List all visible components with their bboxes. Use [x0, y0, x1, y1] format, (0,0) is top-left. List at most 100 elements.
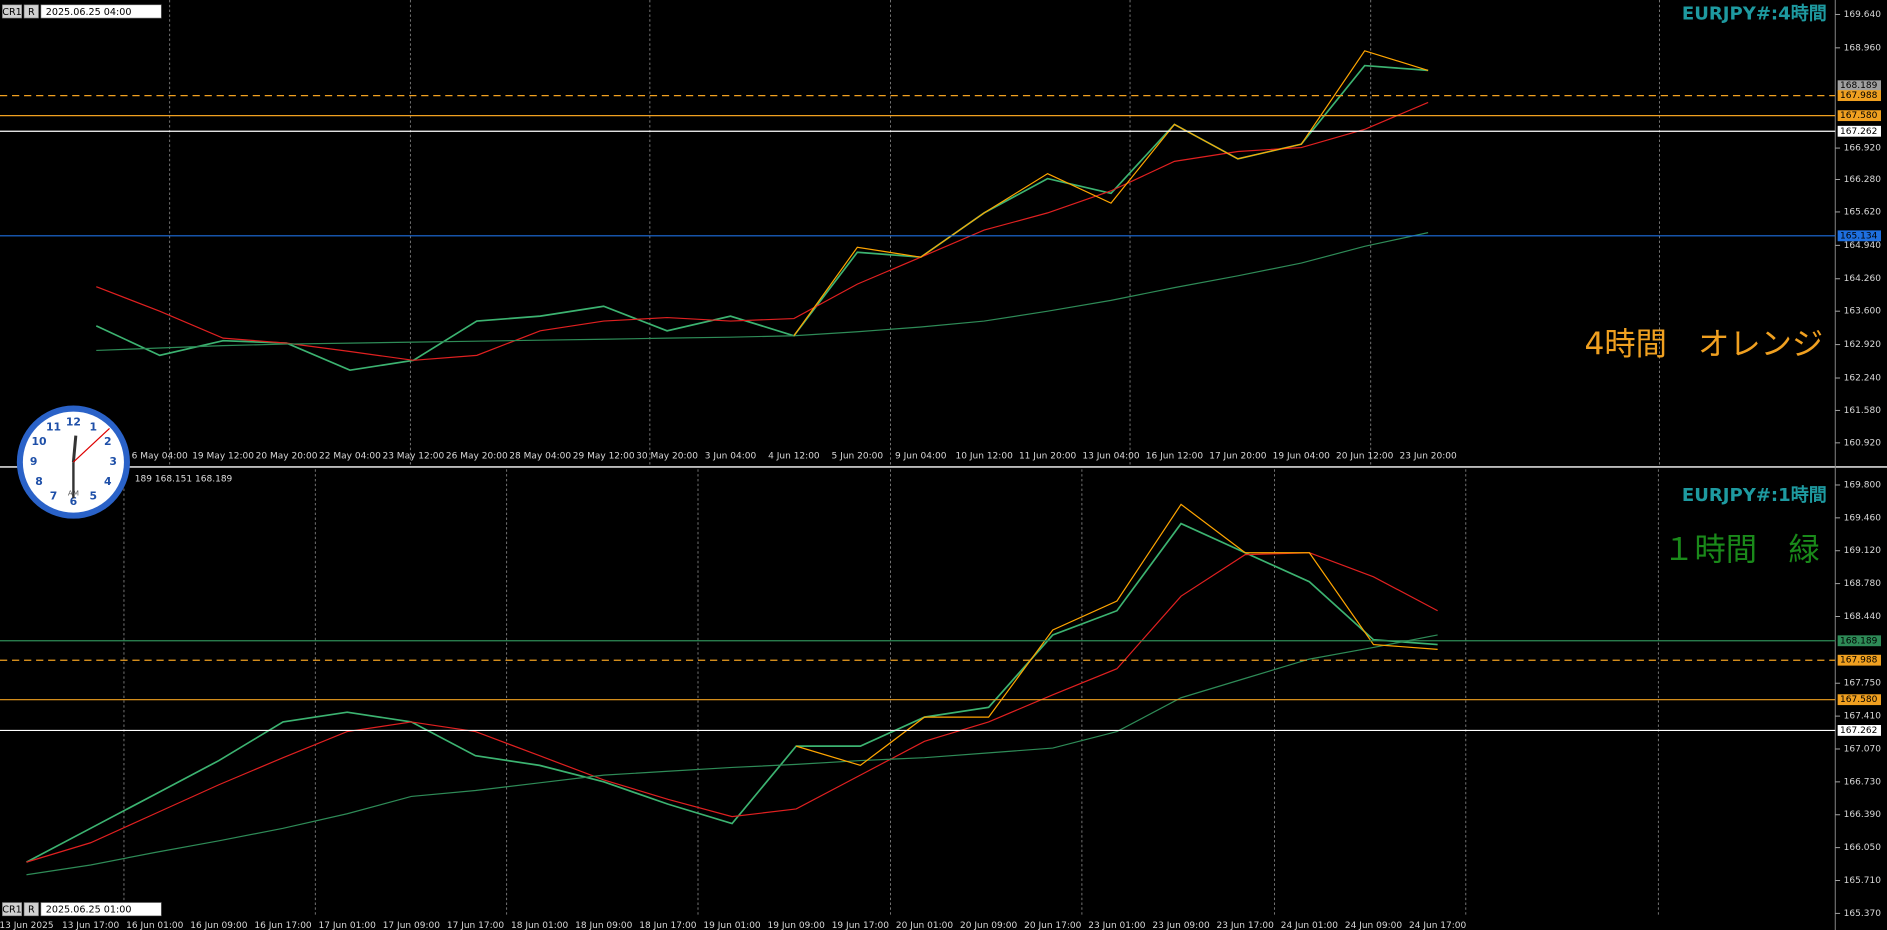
level-label: 167.580	[1840, 695, 1878, 705]
y-tick-label: 164.940	[1844, 241, 1882, 251]
level-label: 168.189	[1840, 636, 1878, 646]
x-tick-label: 17 Jun 17:00	[447, 921, 505, 930]
x-tick-label: 19 May 12:00	[192, 452, 254, 462]
x-tick-label: 20 Jun 01:00	[896, 921, 954, 930]
y-tick-label: 165.710	[1844, 876, 1882, 886]
clock-numeral: 11	[46, 421, 61, 434]
clock-numeral: 2	[104, 435, 112, 448]
x-tick-label: 18 Jun 01:00	[511, 921, 569, 930]
toolbar-text: 2025.06.25 01:00	[46, 905, 132, 916]
y-tick-label: 168.780	[1844, 579, 1882, 589]
chart-title: EURJPY#:1時間	[1682, 485, 1827, 506]
series-line	[796, 503, 1438, 767]
y-tick-label: 163.600	[1844, 307, 1882, 317]
x-tick-label: 23 Jun 09:00	[1152, 921, 1210, 930]
x-tick-label: 24 Jun 09:00	[1345, 921, 1403, 930]
x-tick-label: 17 Jun 01:00	[319, 921, 377, 930]
toolbar-box	[40, 4, 162, 19]
y-tick-label: 168.440	[1844, 612, 1882, 622]
toolbar-box	[2, 902, 22, 917]
y-tick-label: 167.410	[1844, 712, 1882, 722]
clock-numeral: 12	[66, 415, 81, 428]
y-tick-label: 166.280	[1844, 175, 1882, 185]
y-tick-label: 169.800	[1844, 480, 1882, 490]
x-tick-label: 4 Jun 12:00	[768, 452, 820, 462]
toolbar-text: R	[28, 7, 35, 18]
x-tick-label: 13 Jun 17:00	[62, 921, 120, 930]
x-tick-label: 20 May 20:00	[256, 452, 318, 462]
level-label-bg	[1837, 725, 1881, 736]
clock-numeral: 10	[31, 435, 47, 448]
x-tick-label: 22 May 04:00	[319, 452, 381, 462]
x-tick-label: 16 Jun 17:00	[254, 921, 312, 930]
level-label-bg	[1837, 654, 1881, 666]
level-label: 168.189	[1840, 81, 1878, 91]
x-tick-label: 20 Jun 12:00	[1336, 452, 1394, 462]
y-tick-label: 168.960	[1844, 43, 1882, 53]
x-tick-label: 5 Jun 20:00	[832, 452, 884, 462]
x-tick-label: 19 Jun 09:00	[768, 921, 826, 930]
clock-numeral: 8	[35, 475, 43, 488]
y-tick-label: 165.370	[1844, 909, 1882, 919]
y-tick-label: 167.070	[1844, 744, 1882, 754]
x-tick-label: 20 Jun 17:00	[1024, 921, 1082, 930]
clock-hand-second	[72, 427, 110, 463]
toolbar-text: CR1	[2, 905, 22, 916]
level-label: 167.988	[1840, 91, 1878, 101]
y-tick-label: 166.050	[1844, 843, 1882, 853]
x-tick-label: 18 Jun 09:00	[575, 921, 633, 930]
x-tick-label: 6 May 04:00	[132, 452, 188, 462]
level-label: 167.580	[1840, 111, 1878, 121]
series-line	[26, 634, 1438, 876]
level-label-bg	[1837, 635, 1881, 647]
x-tick-label: 29 May 12:00	[573, 452, 635, 462]
y-tick-label: 169.640	[1844, 10, 1882, 20]
clock-numeral: 7	[50, 490, 58, 503]
x-tick-label: 28 May 04:00	[509, 452, 571, 462]
x-tick-label: 23 Jun 01:00	[1088, 921, 1146, 930]
x-tick-label: 13 Jun 2025	[0, 921, 54, 930]
x-tick-label: 16 Jun 09:00	[190, 921, 248, 930]
level-label: 167.262	[1840, 726, 1877, 736]
level-label-bg	[1837, 110, 1881, 122]
x-tick-label: 19 Jun 01:00	[703, 921, 761, 930]
level-label: 167.988	[1840, 656, 1878, 666]
clock-numeral: 3	[109, 455, 117, 468]
annotation: １時間 緑	[1663, 532, 1819, 568]
y-tick-label: 162.240	[1844, 374, 1882, 384]
x-tick-label: 23 Jun 20:00	[1399, 452, 1457, 462]
clock-numeral: 1	[89, 421, 97, 434]
toolbar-box	[23, 4, 39, 19]
x-tick-label: 16 Jun 12:00	[1146, 452, 1204, 462]
x-tick-label: 17 Jun 20:00	[1209, 452, 1267, 462]
y-tick-label: 167.750	[1844, 679, 1882, 689]
level-label-bg	[1837, 80, 1881, 92]
x-tick-label: 19 Jun 17:00	[832, 921, 890, 930]
y-tick-label: 169.120	[1844, 546, 1882, 556]
clock-hand-hour	[71, 435, 78, 463]
toolbar-box	[40, 902, 162, 917]
toolbar-box	[2, 4, 22, 19]
level-label: 167.262	[1840, 127, 1877, 137]
x-tick-label: 20 Jun 09:00	[960, 921, 1018, 930]
y-tick-label: 169.460	[1844, 513, 1882, 523]
x-tick-label: 23 Jun 17:00	[1217, 921, 1275, 930]
y-tick-label: 161.580	[1844, 406, 1882, 416]
y-tick-label: 160.920	[1844, 438, 1882, 448]
y-tick-label: 166.390	[1844, 810, 1882, 820]
toolbar-text: CR1	[2, 7, 22, 18]
x-tick-label: 23 May 12:00	[382, 452, 444, 462]
x-tick-label: 30 May 20:00	[636, 452, 698, 462]
x-tick-label: 18 Jun 17:00	[639, 921, 697, 930]
x-tick-label: 9 Jun 04:00	[895, 452, 947, 462]
clock-numeral: 4	[104, 475, 112, 488]
y-tick-label: 166.730	[1844, 777, 1882, 787]
series-line	[26, 522, 1438, 863]
x-tick-label: 24 Jun 01:00	[1281, 921, 1339, 930]
toolbar-box	[23, 902, 39, 917]
y-tick-label: 164.260	[1844, 274, 1882, 284]
x-tick-label: 13 Jun 04:00	[1082, 452, 1140, 462]
level-label-bg	[1837, 230, 1881, 242]
